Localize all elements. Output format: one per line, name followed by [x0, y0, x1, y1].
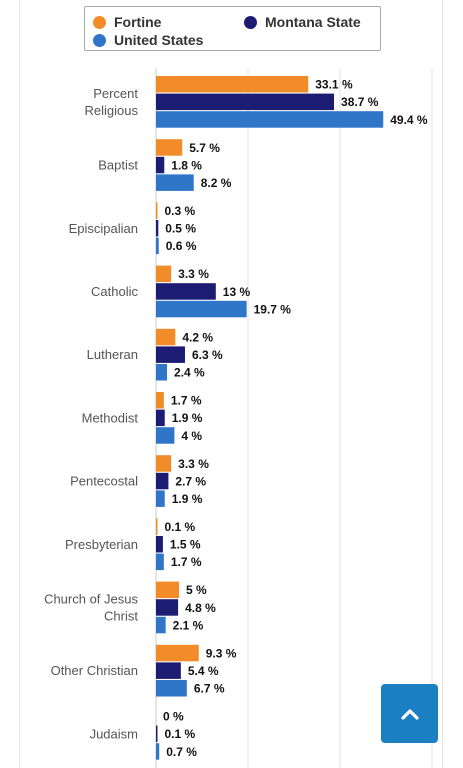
legend-label-united-states: United States	[114, 32, 204, 48]
value-label-fortine-baptist: 5.7 %	[189, 141, 220, 155]
value-label-fortine-lutheran: 4.2 %	[182, 330, 213, 344]
value-label-united-states-baptist: 8.2 %	[201, 176, 232, 190]
bar-united-states-percent-religious[interactable]	[156, 111, 384, 128]
value-label-fortine-church-of-jesus-christ: 5 %	[186, 583, 207, 597]
value-label-montana-state-judaism: 0.1 %	[165, 727, 196, 741]
value-label-montana-state-episcipalian: 0.5 %	[165, 222, 196, 236]
value-label-united-states-presbyterian: 1.7 %	[171, 555, 202, 569]
bar-united-states-pentecostal[interactable]	[156, 490, 165, 507]
value-label-fortine-methodist: 1.7 %	[171, 394, 202, 408]
bar-united-states-other-christian[interactable]	[156, 680, 187, 697]
legend-marker-montana-state	[244, 15, 257, 29]
category-label-lutheran: Lutheran	[87, 347, 138, 362]
value-label-united-states-pentecostal: 1.9 %	[172, 492, 203, 506]
bar-united-states-judaism[interactable]	[156, 743, 160, 760]
category-label-judaism: Judaism	[90, 726, 138, 741]
value-label-united-states-church-of-jesus-christ: 2.1 %	[173, 618, 204, 632]
bar-united-states-lutheran[interactable]	[156, 364, 168, 381]
legend-marker-fortine	[93, 15, 106, 29]
value-label-united-states-lutheran: 2.4 %	[174, 366, 205, 380]
legend-item-fortine[interactable]: Fortine	[93, 14, 161, 30]
chart-legend: Fortine Montana State United States	[84, 6, 381, 51]
category-label-catholic: Catholic	[91, 284, 138, 299]
category-label-church-of-jesus-christ: Church of Jesus Christ	[44, 591, 138, 623]
bar-fortine-baptist[interactable]	[156, 139, 183, 156]
value-label-montana-state-church-of-jesus-christ: 4.8 %	[185, 601, 216, 615]
category-label-methodist: Methodist	[82, 410, 139, 425]
value-label-fortine-presbyterian: 0.1 %	[165, 520, 196, 534]
bar-united-states-catholic[interactable]	[156, 300, 247, 318]
value-label-fortine-percent-religious: 33.1 %	[315, 78, 353, 92]
value-label-united-states-judaism: 0.7 %	[166, 745, 197, 759]
bar-montana-state-catholic[interactable]	[156, 283, 216, 300]
value-label-united-states-catholic: 19.7 %	[254, 302, 292, 316]
value-label-montana-state-percent-religious: 38.7 %	[341, 95, 379, 109]
legend-marker-united-states	[93, 33, 106, 47]
bar-montana-state-methodist[interactable]	[156, 409, 165, 427]
chart-frame	[19, 0, 443, 768]
bar-fortine-episcipalian[interactable]	[156, 202, 158, 219]
category-label-presbyterian: Presbyterian	[65, 537, 138, 552]
bar-montana-state-church-of-jesus-christ[interactable]	[156, 599, 179, 616]
value-label-united-states-episcipalian: 0.6 %	[166, 239, 197, 253]
value-label-montana-state-other-christian: 5.4 %	[188, 664, 219, 678]
category-label-baptist: Baptist	[98, 158, 138, 173]
value-label-fortine-other-christian: 9.3 %	[206, 646, 237, 660]
value-label-fortine-episcipalian: 0.3 %	[165, 204, 196, 218]
category-label-percent-religious: Percent Religious	[85, 86, 139, 118]
bar-united-states-episcipalian[interactable]	[156, 237, 159, 255]
legend-item-united-states[interactable]: United States	[93, 32, 203, 48]
category-label-episcipalian: Episcipalian	[69, 221, 138, 236]
bar-fortine-presbyterian[interactable]	[156, 518, 158, 535]
bar-united-states-presbyterian[interactable]	[156, 553, 164, 571]
scroll-to-top-button[interactable]	[381, 684, 438, 743]
category-label-other-christian: Other Christian	[51, 663, 138, 678]
value-label-montana-state-pentecostal: 2.7 %	[175, 474, 206, 488]
legend-label-fortine: Fortine	[114, 14, 162, 30]
value-label-united-states-percent-religious: 49.4 %	[390, 113, 428, 127]
value-label-montana-state-lutheran: 6.3 %	[192, 348, 223, 362]
value-label-montana-state-catholic: 13 %	[223, 285, 251, 299]
bar-fortine-catholic[interactable]	[156, 265, 172, 283]
bar-fortine-lutheran[interactable]	[156, 328, 176, 346]
bar-montana-state-lutheran[interactable]	[156, 346, 185, 363]
value-label-montana-state-presbyterian: 1.5 %	[170, 538, 201, 552]
bar-montana-state-episcipalian[interactable]	[156, 220, 159, 237]
chevron-up-icon	[400, 708, 419, 720]
bar-fortine-percent-religious[interactable]	[156, 76, 309, 93]
bar-montana-state-percent-religious[interactable]	[156, 93, 335, 111]
value-label-fortine-catholic: 3.3 %	[178, 267, 209, 281]
bar-montana-state-other-christian[interactable]	[156, 662, 181, 679]
bar-fortine-other-christian[interactable]	[156, 644, 199, 662]
value-label-montana-state-methodist: 1.9 %	[172, 411, 203, 425]
bar-montana-state-judaism[interactable]	[156, 725, 158, 743]
value-label-fortine-judaism: 0 %	[163, 710, 184, 724]
bar-united-states-methodist[interactable]	[156, 427, 175, 444]
category-label-pentecostal: Pentecostal	[70, 474, 138, 489]
bar-united-states-baptist[interactable]	[156, 174, 194, 191]
value-label-united-states-methodist: 4 %	[181, 429, 202, 443]
bar-fortine-church-of-jesus-christ[interactable]	[156, 581, 179, 599]
bar-united-states-church-of-jesus-christ[interactable]	[156, 616, 166, 634]
bar-montana-state-pentecostal[interactable]	[156, 472, 169, 490]
value-label-montana-state-baptist: 1.8 %	[171, 158, 202, 172]
legend-item-montana-state[interactable]: Montana State	[244, 14, 361, 30]
bar-montana-state-baptist[interactable]	[156, 156, 165, 174]
legend-label-montana-state: Montana State	[265, 14, 361, 30]
value-label-united-states-other-christian: 6.7 %	[194, 682, 225, 696]
value-label-fortine-pentecostal: 3.3 %	[178, 457, 209, 471]
bar-fortine-methodist[interactable]	[156, 392, 164, 409]
bar-montana-state-presbyterian[interactable]	[156, 536, 163, 553]
bar-fortine-pentecostal[interactable]	[156, 455, 172, 472]
